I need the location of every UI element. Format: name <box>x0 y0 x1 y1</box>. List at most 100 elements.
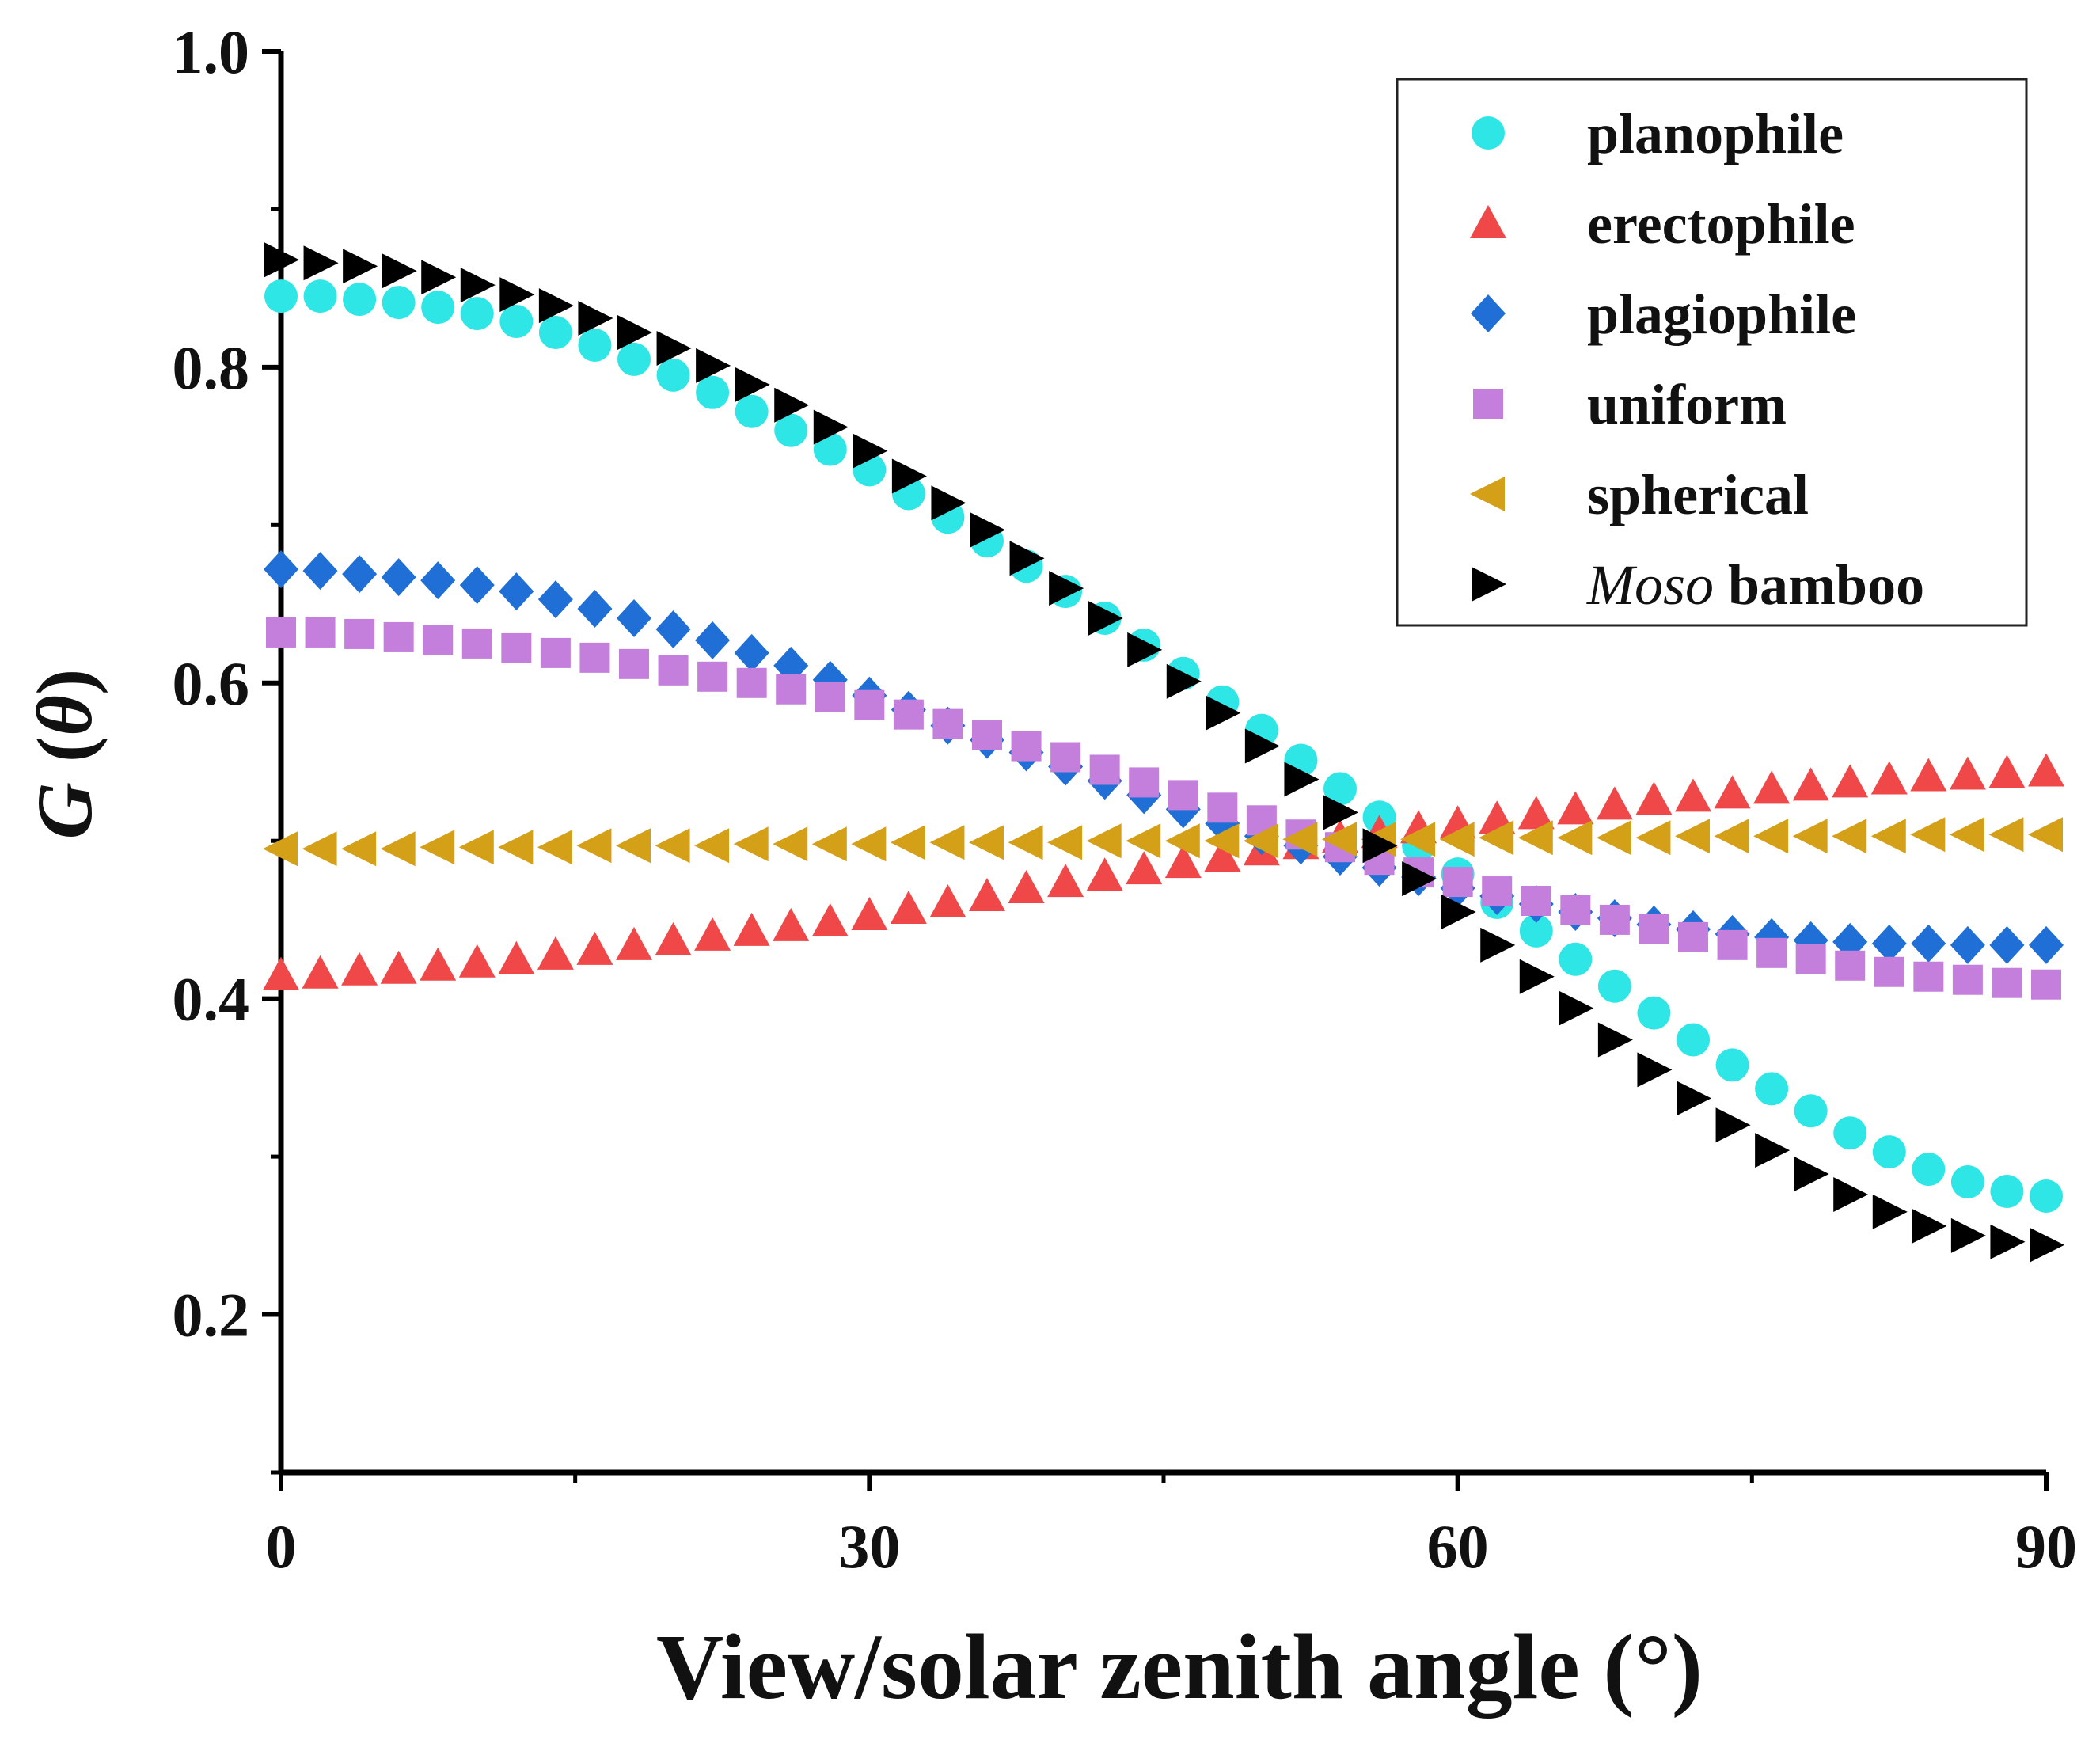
data-point <box>537 580 573 619</box>
data-point <box>1362 828 1398 864</box>
data-point <box>1832 764 1869 798</box>
y-axis-title-part: G <box>21 782 108 839</box>
data-point <box>1952 964 1983 995</box>
data-point <box>1794 1157 1829 1192</box>
legend-label-main: uniform <box>1587 373 1787 436</box>
legend-label-main: plagiophile <box>1587 283 1856 346</box>
data-point <box>1913 961 1944 992</box>
data-point <box>697 661 728 692</box>
y-tick-label: 0.2 <box>173 1281 250 1350</box>
data-point <box>1950 1217 1986 1253</box>
data-point <box>1755 1133 1791 1168</box>
data-point <box>537 936 574 970</box>
data-point <box>929 825 965 860</box>
legend-entry: plagiophile <box>1471 283 1856 346</box>
data-point <box>1599 904 1630 935</box>
data-point <box>1912 1208 1947 1244</box>
data-point <box>537 830 572 865</box>
data-point <box>1870 761 1908 795</box>
data-point <box>1008 870 1045 904</box>
data-point <box>1207 792 1238 823</box>
data-point <box>460 268 496 303</box>
data-point <box>2031 969 2061 1000</box>
data-point <box>1086 857 1123 891</box>
data-point <box>423 625 454 655</box>
data-point <box>1439 822 1475 857</box>
data-point <box>579 642 610 673</box>
data-point <box>1717 929 1748 960</box>
legend-box <box>1396 78 2028 627</box>
data-point <box>890 825 925 860</box>
data-point <box>1635 820 1671 856</box>
data-point <box>343 249 378 284</box>
data-point <box>1678 921 1708 952</box>
data-point <box>1753 770 1791 804</box>
data-point <box>1755 1072 1789 1106</box>
data-point <box>1008 825 1043 860</box>
data-point <box>1559 942 1593 976</box>
data-point <box>420 561 456 600</box>
legend: planophile erectophile plagiophile uniform s… <box>1396 78 2028 627</box>
data-point <box>1988 754 2026 788</box>
data-point <box>735 394 769 428</box>
data-point <box>382 286 416 320</box>
legend-label-main: erectophile <box>1587 192 1855 256</box>
data-point <box>616 828 651 864</box>
legend-marker <box>1470 205 1506 238</box>
data-point <box>972 720 1002 750</box>
series-uniform <box>266 617 2061 1000</box>
data-point <box>1557 820 1593 856</box>
data-point <box>1911 924 1946 963</box>
legend-label: Moso bamboo <box>1586 553 1924 617</box>
data-point <box>498 940 535 974</box>
data-point <box>263 831 298 867</box>
data-point <box>1517 820 1553 856</box>
data-point <box>733 826 769 862</box>
legend-label: planophile <box>1587 102 1844 165</box>
data-point <box>540 637 571 668</box>
data-point <box>1910 758 1947 792</box>
data-point <box>1792 819 1828 854</box>
data-point <box>383 621 414 652</box>
data-point <box>1519 959 1555 994</box>
data-point <box>1322 822 1357 857</box>
data-point <box>1832 819 1867 854</box>
legend-entry: Moso bamboo <box>1472 553 1924 617</box>
data-point <box>302 955 339 989</box>
data-point <box>459 566 495 605</box>
data-point <box>694 828 730 864</box>
data-point <box>421 291 455 325</box>
legend-label: erectophile <box>1587 192 1855 256</box>
data-point <box>1870 819 1906 854</box>
legend-label-main: spherical <box>1587 463 1809 526</box>
data-point <box>1521 886 1551 917</box>
data-point <box>1204 838 1241 872</box>
data-point <box>1168 780 1198 811</box>
data-point <box>1126 851 1163 885</box>
data-point <box>694 917 731 951</box>
data-point <box>893 699 924 730</box>
y-tick-label: 0.6 <box>173 649 250 718</box>
data-point <box>1949 817 1984 853</box>
data-point <box>305 617 336 648</box>
data-point <box>619 648 649 679</box>
data-point <box>776 674 807 705</box>
data-point <box>1910 817 1946 853</box>
data-point <box>499 277 535 313</box>
legend-marker <box>1473 389 1503 419</box>
data-point <box>736 667 767 698</box>
data-point <box>1835 950 1866 981</box>
data-point <box>498 830 534 865</box>
data-point <box>1519 914 1553 948</box>
data-point <box>617 315 652 351</box>
data-point <box>970 512 1005 548</box>
data-point <box>1204 823 1240 859</box>
data-point <box>773 907 810 941</box>
data-point <box>1244 728 1280 764</box>
data-point <box>1714 775 1751 809</box>
data-point <box>1089 754 1120 785</box>
data-point <box>1715 1107 1751 1143</box>
data-point <box>773 826 808 862</box>
data-point <box>695 621 731 659</box>
legend-marker <box>1472 567 1506 602</box>
